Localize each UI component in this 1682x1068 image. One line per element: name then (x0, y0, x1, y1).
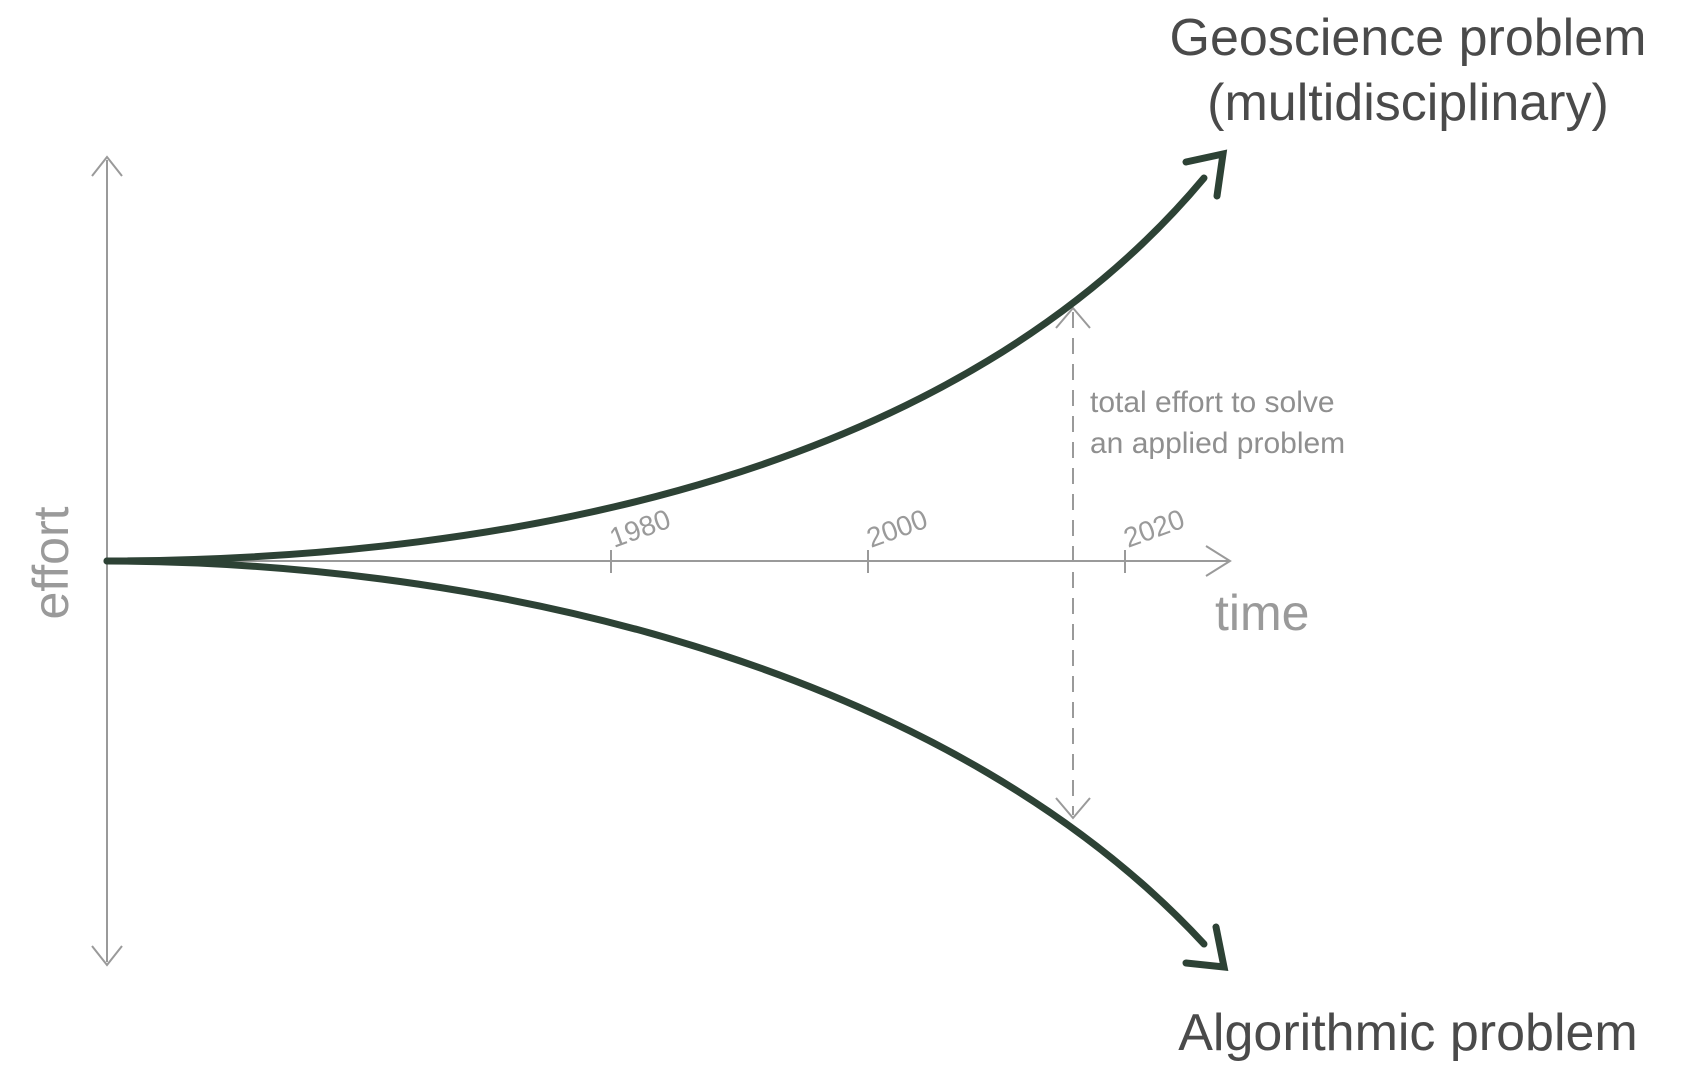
x-axis-arrowhead (1205, 545, 1232, 577)
lower-curve-path (103, 557, 1208, 948)
upper-curve (103, 149, 1228, 565)
y-axis-arrowhead-bottom (91, 945, 123, 967)
tick-label-2000: 2000 (862, 503, 931, 553)
x-axis (107, 545, 1232, 577)
y-axis-arrowhead-top (91, 155, 123, 177)
upper-curve-label-line1: Geoscience problem (1170, 9, 1647, 67)
upper-curve-path (103, 174, 1208, 565)
lower-curve-label: Algorithmic problem (1178, 1004, 1638, 1062)
lower-curve-arrowhead (1182, 923, 1229, 971)
y-axis-label: effort (23, 506, 79, 619)
upper-curve-arrowhead (1182, 149, 1228, 200)
total-effort-arrowhead-top (1055, 306, 1091, 329)
total-effort-arrow (1055, 306, 1091, 820)
annotation-line2: an applied problem (1090, 427, 1345, 460)
total-effort-arrowhead-bottom (1055, 797, 1091, 820)
upper-curve-label-line2: (multidisciplinary) (1207, 74, 1609, 132)
lower-curve (103, 557, 1229, 971)
x-axis-label: time (1215, 585, 1309, 641)
tick-label-1980: 1980 (605, 503, 674, 553)
tick-label-2020: 2020 (1119, 503, 1188, 553)
annotation-line1: total effort to solve (1090, 386, 1335, 419)
